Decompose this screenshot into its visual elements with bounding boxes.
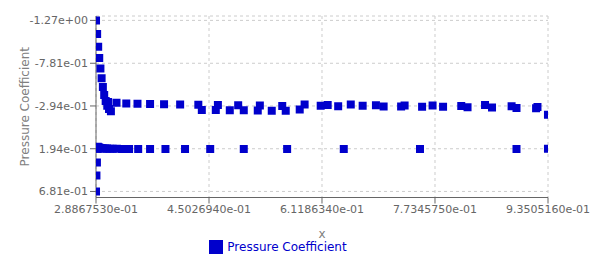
svg-text:6.81e-01: 6.81e-01	[39, 185, 88, 198]
svg-text:7.7345750e-01: 7.7345750e-01	[393, 203, 477, 216]
svg-text:-7.81e-01: -7.81e-01	[35, 57, 88, 70]
svg-text:-2.94e-01: -2.94e-01	[35, 100, 88, 113]
svg-text:Pressure Coefficient: Pressure Coefficient	[18, 47, 32, 167]
svg-text:4.5026940e-01: 4.5026940e-01	[167, 203, 251, 216]
svg-text:6.1186340e-01: 6.1186340e-01	[280, 203, 364, 216]
svg-text:9.3505160e-01: 9.3505160e-01	[506, 203, 590, 216]
svg-text:1.94e-01: 1.94e-01	[39, 143, 88, 156]
svg-text:x: x	[318, 227, 325, 241]
svg-text:2.8867530e-01: 2.8867530e-01	[54, 203, 138, 216]
html-text:Pressure Coefficient: Pressure Coefficient	[227, 239, 347, 254]
svg-text:-1.27e+00: -1.27e+00	[30, 14, 88, 27]
